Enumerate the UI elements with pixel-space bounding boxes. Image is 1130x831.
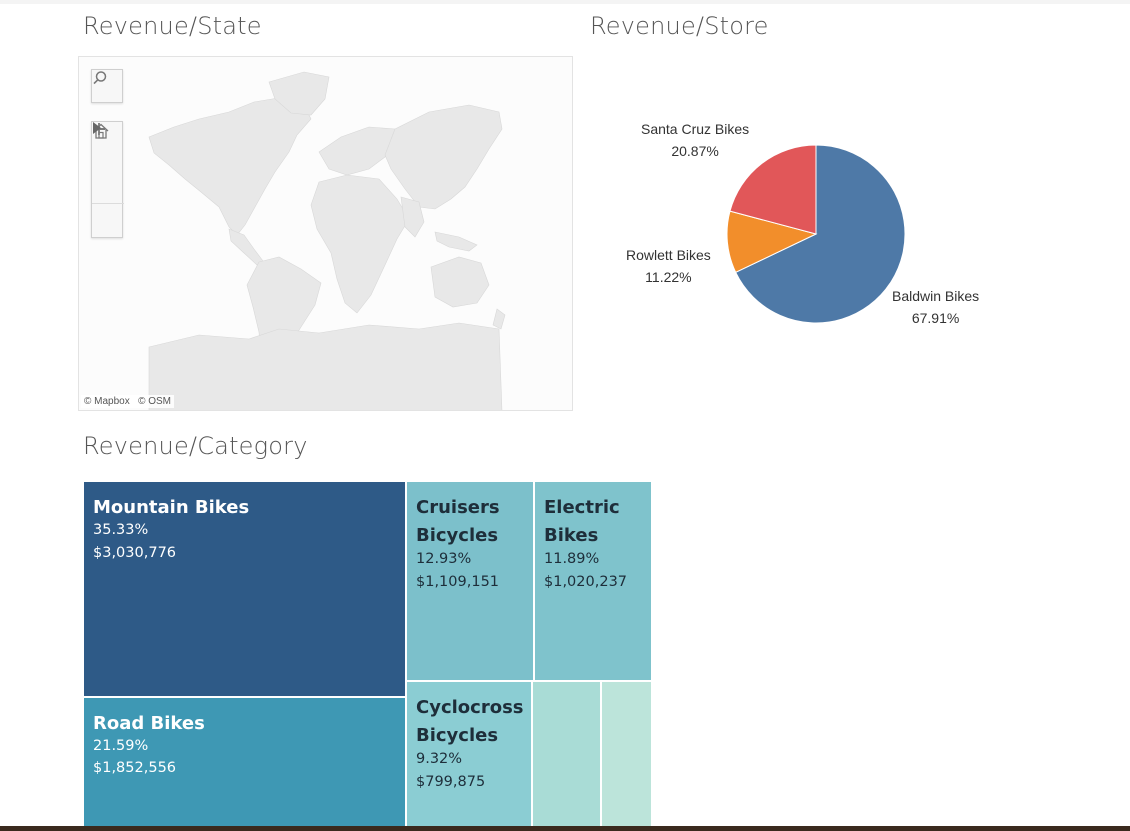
tile-name: Cruisers Bicycles	[416, 497, 500, 546]
tile-name: Road Bikes	[93, 713, 205, 734]
tile-name: Cyclocross Bicycles	[416, 697, 524, 746]
tile-revenue: $1,852,556	[93, 760, 177, 776]
tile-percent: 35.33%	[93, 522, 149, 538]
treemap-tile-road-bikes[interactable]: Road Bikes 21.59% $1,852,556	[84, 698, 405, 826]
pie-label-name: Baldwin Bikes	[892, 288, 980, 304]
pie-label-pct: 11.22%	[645, 269, 692, 285]
tile-revenue: $799,875	[416, 774, 486, 790]
treemap-tile-mountain-bikes[interactable]: Mountain Bikes 35.33% $3,030,776	[84, 482, 405, 696]
pie-label-pct: 67.91%	[911, 310, 960, 326]
mapbox-attribution[interactable]: © Mapbox	[84, 396, 130, 407]
top-border	[0, 0, 1130, 4]
tile-percent: 9.32%	[416, 751, 463, 767]
search-icon[interactable]	[92, 70, 124, 102]
revenue-store-title: Revenue/Store	[590, 12, 769, 40]
tile-percent: 11.89%	[544, 551, 600, 567]
pie-label-name: Rowlett Bikes	[626, 247, 711, 263]
map-attribution: © Mapbox © OSM	[81, 395, 175, 408]
expand-arrow-icon[interactable]	[92, 122, 124, 237]
pie-label-rowlett: Rowlett Bikes 11.22%	[626, 244, 711, 288]
tile-revenue: $3,030,776	[93, 545, 177, 561]
pie-label-santa-cruz: Santa Cruz Bikes 20.87%	[641, 118, 749, 162]
revenue-state-title: Revenue/State	[83, 12, 262, 40]
map-search-control[interactable]	[91, 69, 123, 103]
pie-slice-baldwin-bikes[interactable]	[735, 144, 906, 324]
bottom-bar	[0, 826, 1130, 831]
pie-label-pct: 20.87%	[671, 143, 719, 159]
tile-name: Electric Bikes	[544, 497, 620, 546]
revenue-category-title: Revenue/Category	[83, 432, 308, 460]
treemap-tile-cyclocross-bicycles[interactable]: Cyclocross Bicycles 9.32% $799,875	[407, 682, 531, 826]
revenue-state-map[interactable]: © Mapbox © OSM	[78, 56, 573, 411]
map-zoom-controls[interactable]	[91, 121, 124, 238]
treemap-tile-small-2[interactable]	[602, 682, 651, 826]
world-map-graphic	[148, 71, 506, 410]
tile-revenue: $1,020,237	[544, 574, 628, 590]
pie-label-baldwin: Baldwin Bikes 67.91%	[892, 285, 979, 329]
tile-percent: 12.93%	[416, 551, 472, 567]
pie-slice-santa-cruz-bikes[interactable]	[729, 144, 817, 235]
treemap-tile-small-1[interactable]	[533, 682, 600, 826]
treemap-tile-electric-bikes[interactable]: Electric Bikes 11.89% $1,020,237	[535, 482, 651, 680]
osm-attribution[interactable]: © OSM	[138, 396, 172, 407]
tile-name: Mountain Bikes	[93, 497, 250, 518]
treemap-tile-cruisers-bicycles[interactable]: Cruisers Bicycles 12.93% $1,109,151	[407, 482, 533, 680]
tile-percent: 21.59%	[93, 738, 149, 754]
tile-revenue: $1,109,151	[416, 574, 500, 590]
pie-label-name: Santa Cruz Bikes	[641, 121, 750, 137]
